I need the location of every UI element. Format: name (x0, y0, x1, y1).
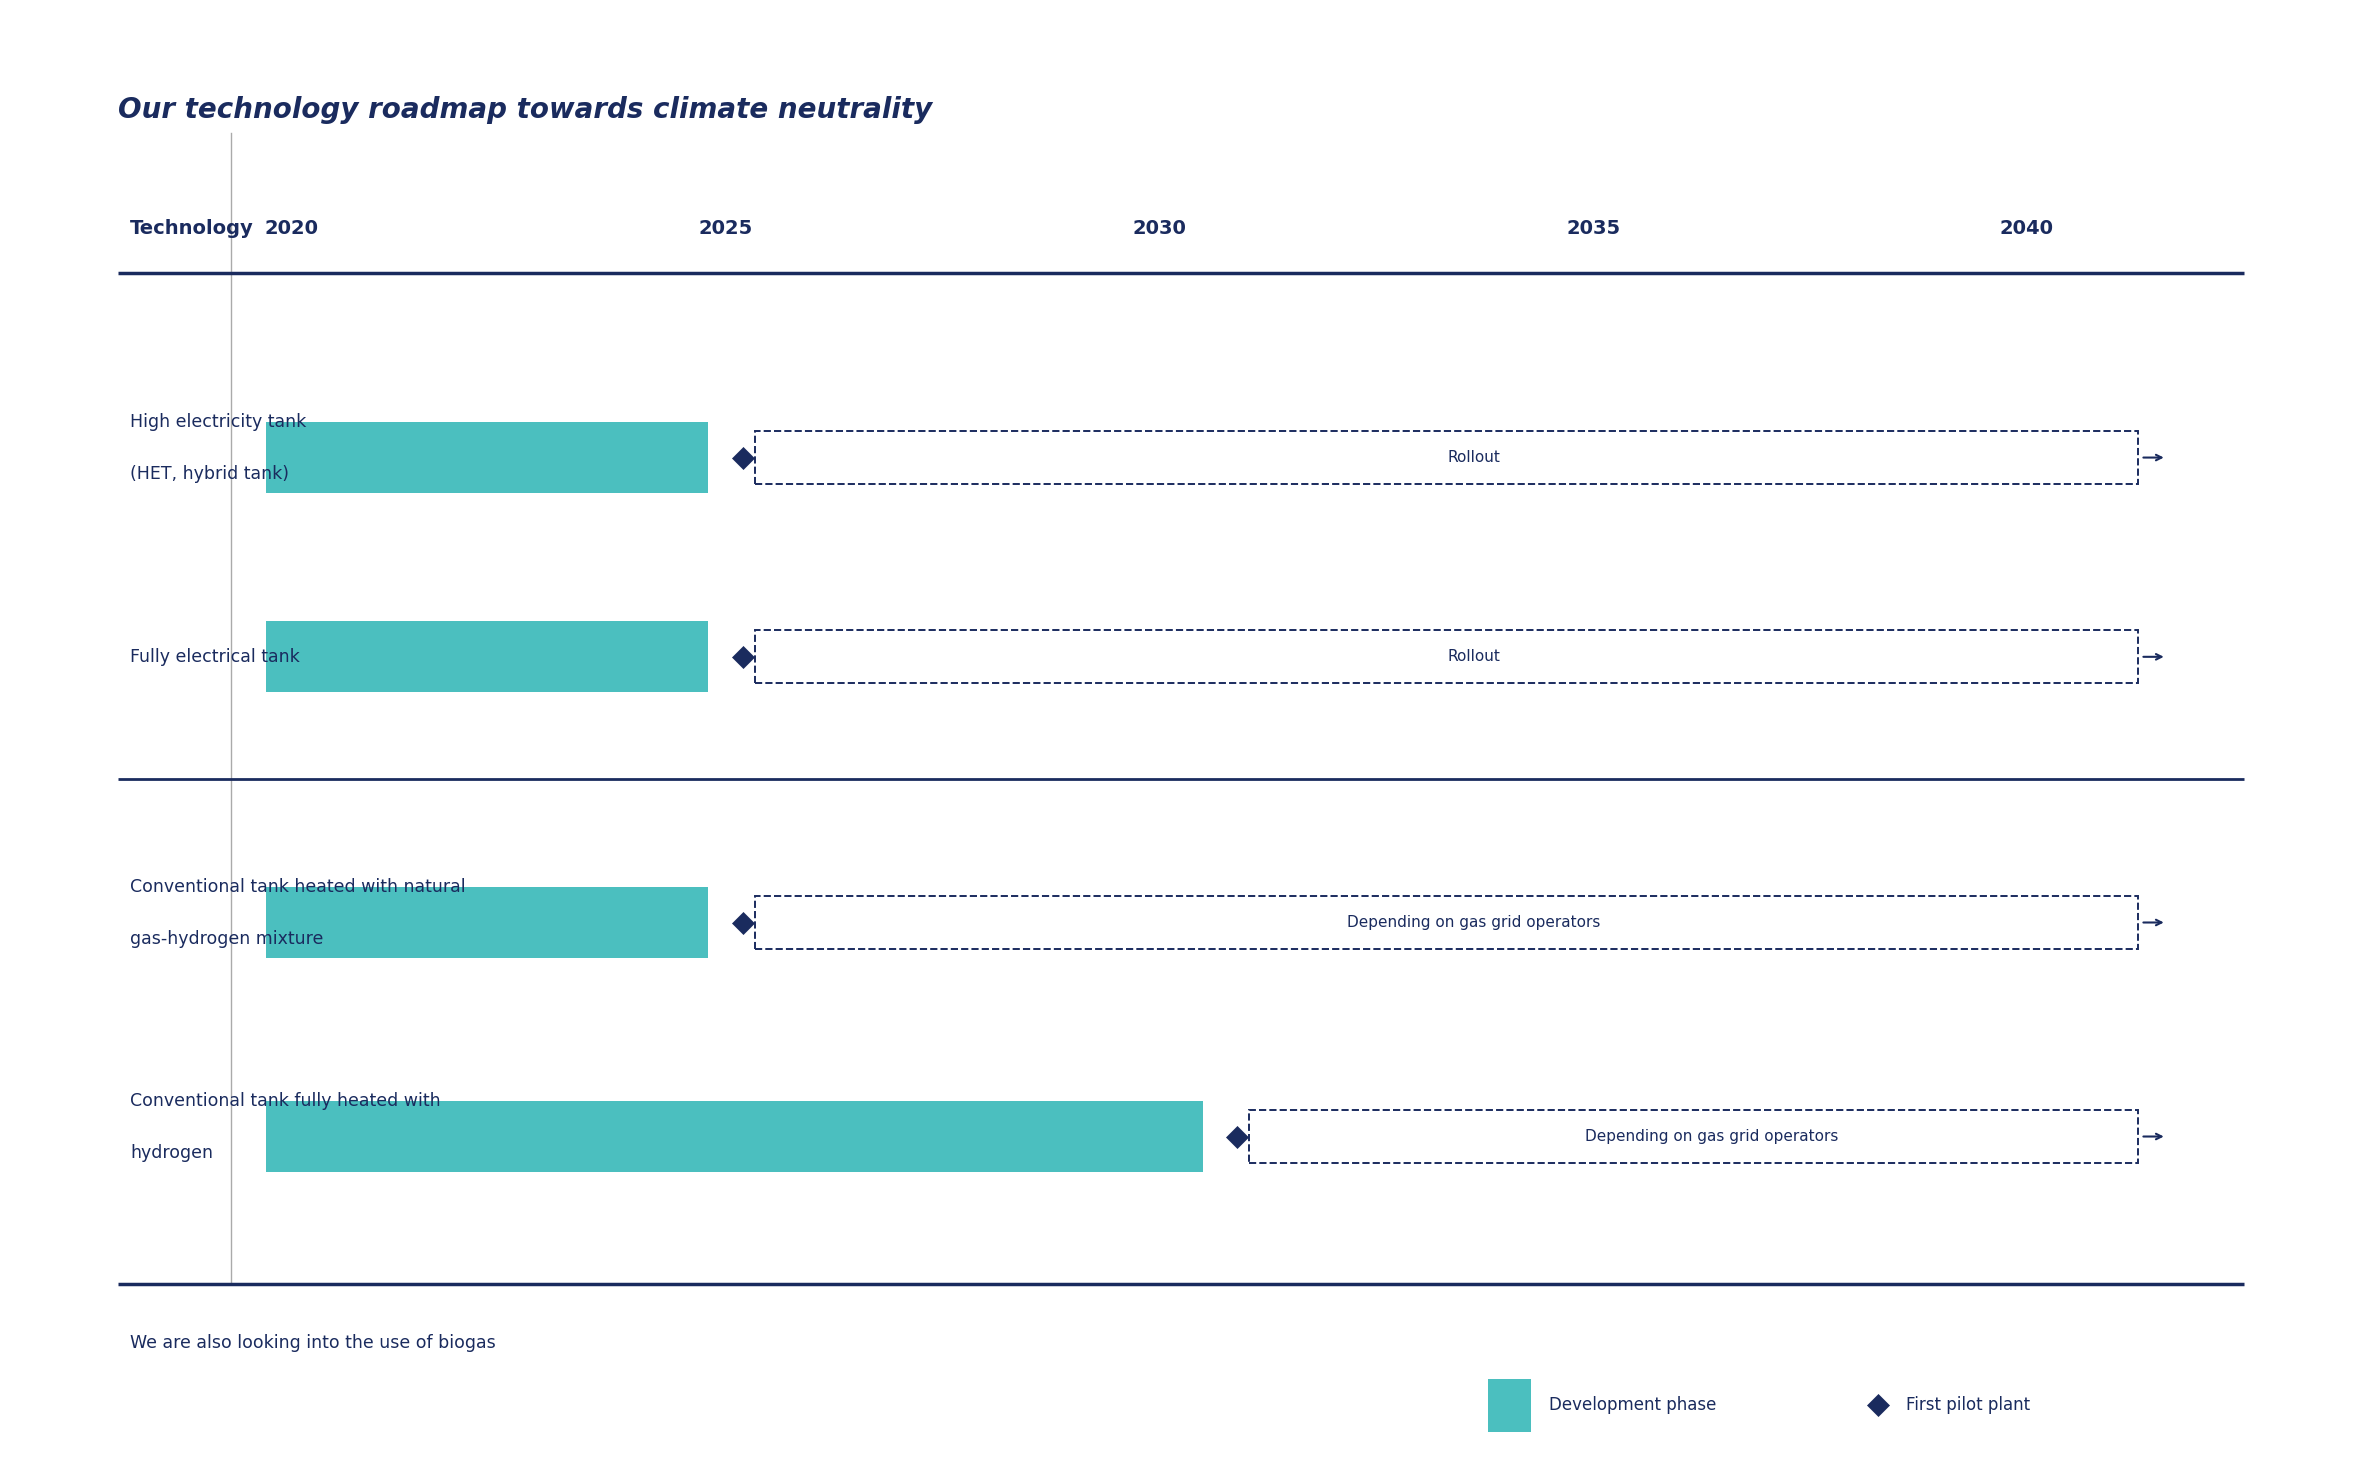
FancyBboxPatch shape (1249, 1110, 2138, 1163)
Text: Technology: Technology (130, 220, 253, 238)
Text: Fully electrical tank: Fully electrical tank (130, 648, 300, 666)
Text: 2020: 2020 (265, 220, 319, 238)
FancyBboxPatch shape (1488, 1379, 1531, 1432)
FancyBboxPatch shape (753, 431, 2138, 484)
Text: Depending on gas grid operators: Depending on gas grid operators (1346, 915, 1601, 930)
Text: hydrogen: hydrogen (130, 1144, 213, 1162)
Text: Conventional tank heated with natural: Conventional tank heated with natural (130, 878, 465, 896)
Text: High electricity tank: High electricity tank (130, 413, 307, 431)
Text: Our technology roadmap towards climate neutrality: Our technology roadmap towards climate n… (118, 96, 933, 124)
Text: (HET, hybrid tank): (HET, hybrid tank) (130, 465, 288, 483)
FancyBboxPatch shape (265, 422, 709, 493)
Text: 2025: 2025 (699, 220, 753, 238)
Text: Rollout: Rollout (1448, 649, 1500, 664)
Text: gas-hydrogen mixture: gas-hydrogen mixture (130, 930, 324, 948)
FancyBboxPatch shape (265, 887, 709, 958)
Text: First pilot plant: First pilot plant (1906, 1396, 2031, 1414)
Text: We are also looking into the use of biogas: We are also looking into the use of biog… (130, 1334, 496, 1352)
FancyBboxPatch shape (265, 1101, 1202, 1172)
Text: 2035: 2035 (1566, 220, 1620, 238)
Text: Development phase: Development phase (1549, 1396, 1717, 1414)
Text: Depending on gas grid operators: Depending on gas grid operators (1585, 1129, 1838, 1144)
FancyBboxPatch shape (265, 621, 709, 692)
FancyBboxPatch shape (753, 630, 2138, 683)
FancyBboxPatch shape (753, 896, 2138, 949)
Text: Rollout: Rollout (1448, 450, 1500, 465)
Text: Conventional tank fully heated with: Conventional tank fully heated with (130, 1092, 442, 1110)
Text: 2030: 2030 (1131, 220, 1186, 238)
Text: 2040: 2040 (2001, 220, 2055, 238)
